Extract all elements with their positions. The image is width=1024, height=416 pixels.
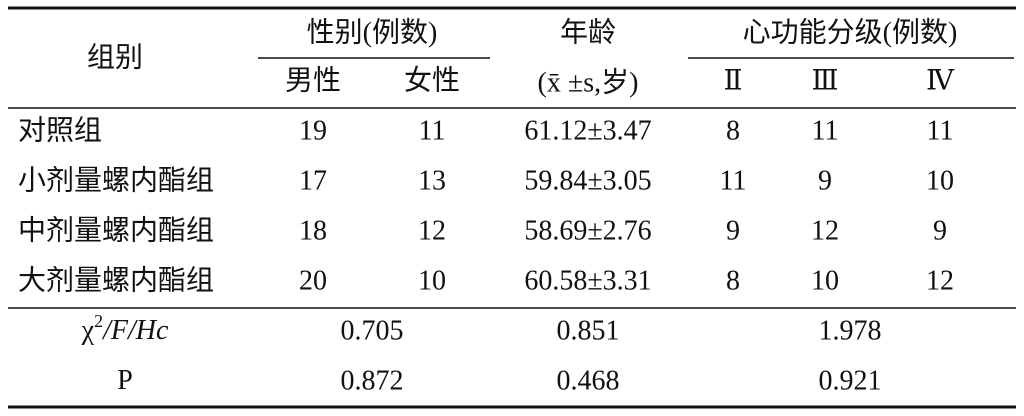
header-grade: Ⅲ <box>811 65 838 96</box>
stat-value: 0.921 <box>819 365 882 396</box>
cell: 60.58±3.31 <box>524 265 651 296</box>
stat-value: 0.468 <box>557 365 620 396</box>
stat-symbol: χ <box>81 315 95 346</box>
cell: 10 <box>926 165 954 196</box>
cell: 17 <box>299 165 327 196</box>
group-name: 小剂量螺内酯组 <box>18 164 214 196</box>
header-age-unit: (x̄ ±s,岁) <box>538 66 639 98</box>
header-sex: 性别(例数) <box>307 16 438 48</box>
cell: 10 <box>811 265 839 296</box>
cell: 9 <box>933 215 947 246</box>
header-male: 男性 <box>285 64 341 96</box>
cell: 9 <box>818 165 832 196</box>
cell: 18 <box>299 215 327 246</box>
stat-value: 0.872 <box>341 365 404 396</box>
group-name: 对照组 <box>18 114 102 146</box>
stat-value: 0.705 <box>341 315 404 346</box>
header-age: 年龄 <box>560 16 616 48</box>
header-grade: Ⅳ <box>926 65 955 96</box>
cell: 19 <box>299 115 327 146</box>
cell: 10 <box>418 265 446 296</box>
stat-sup: 2 <box>94 311 103 331</box>
stat-label: χ2/F/Hc <box>81 311 169 346</box>
cell: 11 <box>419 115 446 146</box>
header-cardiac: 心功能分级(例数) <box>743 16 958 48</box>
stat-rest: /F/Hc <box>101 315 169 346</box>
stat-value: 0.851 <box>557 315 620 346</box>
cell: 8 <box>726 115 740 146</box>
cell: 11 <box>812 115 839 146</box>
cell: 12 <box>811 215 839 246</box>
cell: 59.84±3.05 <box>524 165 651 196</box>
cell: 9 <box>726 215 740 246</box>
stat-symbol: P <box>117 365 133 396</box>
cell: 12 <box>418 215 446 246</box>
cell: 11 <box>927 115 954 146</box>
cell: 13 <box>418 165 446 196</box>
header-female: 女性 <box>404 64 460 96</box>
cell: 20 <box>299 265 327 296</box>
cell: 8 <box>726 265 740 296</box>
cell: 61.12±3.47 <box>524 115 651 146</box>
stat-value: 1.978 <box>819 315 882 346</box>
header-group: 组别 <box>87 41 143 73</box>
cell: 58.69±2.76 <box>524 215 651 246</box>
stat-label: P <box>117 365 133 396</box>
group-name: 大剂量螺内酯组 <box>18 264 214 296</box>
group-name: 中剂量螺内酯组 <box>18 214 214 246</box>
header-grade: Ⅱ <box>723 65 742 96</box>
cell: 11 <box>720 165 747 196</box>
cell: 12 <box>926 265 954 296</box>
